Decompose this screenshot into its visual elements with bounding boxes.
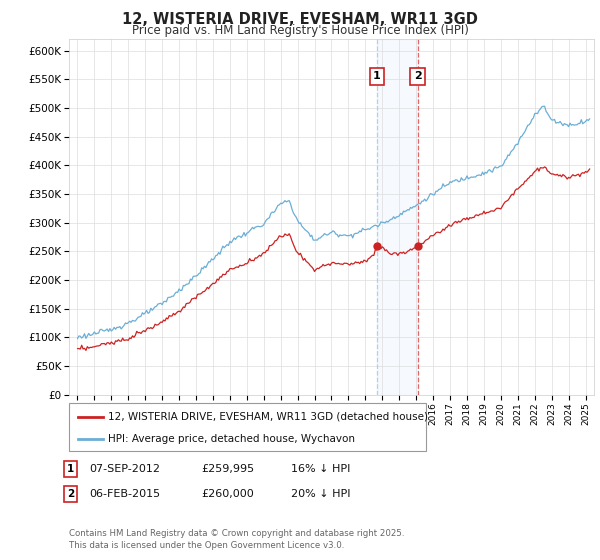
Text: Contains HM Land Registry data © Crown copyright and database right 2025.
This d: Contains HM Land Registry data © Crown c… [69,529,404,550]
Text: 12, WISTERIA DRIVE, EVESHAM, WR11 3GD: 12, WISTERIA DRIVE, EVESHAM, WR11 3GD [122,12,478,27]
Text: £259,995: £259,995 [201,464,254,474]
Text: 07-SEP-2012: 07-SEP-2012 [89,464,160,474]
Bar [377,39,418,395]
Text: 1: 1 [373,72,380,82]
FancyBboxPatch shape [69,403,426,451]
Text: Price paid vs. HM Land Registry's House Price Index (HPI): Price paid vs. HM Land Registry's House … [131,24,469,36]
Text: 1: 1 [67,464,74,474]
Text: 16% ↓ HPI: 16% ↓ HPI [291,464,350,474]
Text: 06-FEB-2015: 06-FEB-2015 [89,489,160,499]
Text: 2: 2 [67,489,74,499]
Text: 20% ↓ HPI: 20% ↓ HPI [291,489,350,499]
Text: 12, WISTERIA DRIVE, EVESHAM, WR11 3GD (detached house): 12, WISTERIA DRIVE, EVESHAM, WR11 3GD (d… [108,412,428,422]
Text: £260,000: £260,000 [201,489,254,499]
Text: HPI: Average price, detached house, Wychavon: HPI: Average price, detached house, Wych… [108,434,355,444]
Text: 2: 2 [413,72,421,82]
